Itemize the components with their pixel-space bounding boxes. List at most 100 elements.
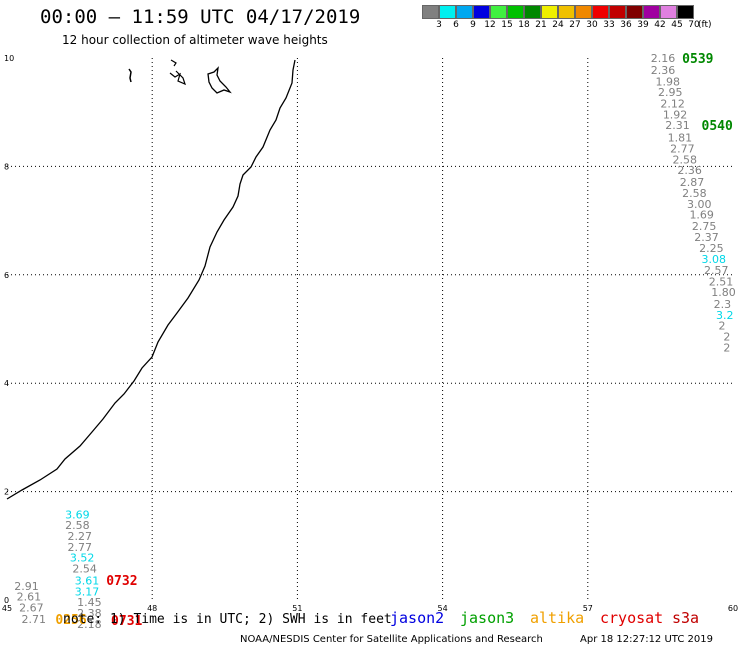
- observations-layer: 2.162.361.982.952.121.922.311.812.772.58…: [14, 52, 735, 631]
- x-tick-label: 45: [2, 604, 12, 613]
- credit-line: NOAA/NESDIS Center for Satellite Applica…: [240, 634, 543, 645]
- wave-height-value: 2.95: [658, 86, 683, 99]
- x-tick-label: 48: [147, 604, 157, 613]
- wave-height-value: 1.69: [689, 209, 714, 222]
- legend-swatches: [422, 5, 694, 19]
- wave-height-value: 2.91: [14, 580, 39, 593]
- y-tick-label: 0: [4, 596, 9, 605]
- wave-height-value: 3.00: [687, 198, 712, 211]
- wave-height-value: 1.98: [656, 75, 681, 88]
- wave-height-value: 2: [718, 320, 725, 333]
- wave-height-value: 2.27: [68, 530, 93, 543]
- legend-label: 36: [620, 20, 632, 30]
- legend-label: 27: [569, 20, 581, 30]
- legend-label: 18: [518, 20, 530, 30]
- legend-label: 3: [436, 20, 442, 30]
- x-tick-label: 51: [292, 604, 302, 613]
- x-tick-label: 60: [728, 604, 738, 613]
- wave-height-value: 3.52: [70, 552, 95, 565]
- legend-label: 30: [586, 20, 598, 30]
- wave-height-value: 2: [723, 341, 730, 354]
- y-tick-label: 8: [4, 162, 9, 171]
- wave-height-value: 3.08: [702, 253, 727, 266]
- wave-height-value: 2.51: [709, 275, 734, 288]
- pass-times-layer: 0539 0540 0732 0256 0731: [55, 52, 733, 629]
- wave-height-value: 2.77: [670, 143, 695, 156]
- legend-swatch: [677, 5, 694, 19]
- legend-swatch: [490, 5, 507, 19]
- pass-time-label: 0540: [702, 119, 733, 134]
- wave-height-value: 3.69: [65, 508, 90, 521]
- legend-swatch: [609, 5, 626, 19]
- wave-height-value: 3.17: [75, 585, 100, 598]
- wave-height-value: 1.81: [668, 132, 693, 145]
- legend-swatch: [643, 5, 660, 19]
- color-legend: 3 6 9 12 15 18 21 24 27 30 33 36 39 42 45 70 (ft): [422, 5, 712, 32]
- legend-label: 21: [535, 20, 547, 30]
- wave-height-value: 2.75: [692, 220, 717, 233]
- legend-label: 33: [603, 20, 615, 30]
- y-tick-label: 6: [4, 271, 9, 280]
- page-subtitle: 12 hour collection of altimeter wave hei…: [62, 33, 328, 47]
- wave-height-value: 2.67: [19, 602, 43, 615]
- footer-note: note: 1) Time is in UTC; 2) SWH is in fe…: [63, 612, 392, 627]
- legend-swatch: [524, 5, 541, 19]
- legend-label: 45: [671, 20, 683, 30]
- legend-label: 15: [501, 20, 513, 30]
- wave-height-value: 2.77: [68, 541, 93, 554]
- legend-swatch: [507, 5, 524, 19]
- legend-label: 24: [552, 20, 564, 30]
- legend-swatch: [422, 5, 439, 19]
- wave-height-value: 2.25: [699, 242, 724, 255]
- wave-height-value: 2.38: [77, 607, 102, 620]
- satellite-altika: altika: [530, 609, 585, 627]
- y-tick-label: 10: [4, 54, 14, 63]
- wave-height-value: 2.12: [660, 98, 685, 111]
- timestamp: Apr 18 12:27:12 UTC 2019: [580, 634, 713, 645]
- wave-height-value: 2.31: [665, 119, 690, 132]
- island-1: [128, 68, 132, 83]
- legend-label: 12: [484, 20, 496, 30]
- wave-height-value: 2.58: [65, 519, 90, 532]
- satellite-s3a: s3a: [672, 609, 700, 627]
- wave-height-value: 2.36: [651, 64, 676, 77]
- island-3: [207, 66, 232, 94]
- legend-labels: 3 6 9 12 15 18 21 24 27 30 33 36 39 42 45 70 (ft): [422, 20, 711, 32]
- pass-time-label: 0539: [682, 52, 713, 67]
- island-2: [169, 59, 186, 86]
- wave-height-value: 1.92: [663, 108, 688, 121]
- legend-label: 39: [637, 20, 649, 30]
- x-tick-label: 54: [438, 604, 448, 613]
- legend-swatch: [626, 5, 643, 19]
- wave-height-value: 2.58: [682, 187, 707, 200]
- wave-height-value: 2.54: [72, 563, 97, 576]
- legend-label: 6: [453, 20, 459, 30]
- wave-height-value: 2.71: [22, 613, 47, 626]
- wave-height-value: 2.57: [704, 264, 729, 277]
- legend-swatch: [439, 5, 456, 19]
- legend-swatch: [575, 5, 592, 19]
- wave-height-value: 1.80: [711, 286, 736, 299]
- y-tick-label: 2: [4, 488, 9, 497]
- wave-height-value: 2.16: [651, 52, 676, 65]
- wave-height-value: 2.61: [17, 591, 42, 604]
- pass-time-label: 0731: [111, 614, 142, 629]
- page-title: 00:00 – 11:59 UTC 04/17/2019: [40, 6, 361, 28]
- legend-swatch: [660, 5, 677, 19]
- satellite-jason3: jason3: [460, 609, 515, 627]
- legend-swatch: [456, 5, 473, 19]
- legend-swatch: [558, 5, 575, 19]
- y-tick-label: 4: [4, 379, 9, 388]
- wave-height-value: 2.58: [673, 153, 698, 166]
- wave-height-value: 2.87: [680, 176, 705, 189]
- legend-unit: (ft): [698, 20, 712, 30]
- legend-label: 70: [688, 20, 700, 30]
- legend-label: 42: [654, 20, 666, 30]
- x-tick-label: 57: [583, 604, 593, 613]
- wave-height-value: 2: [723, 331, 730, 344]
- wave-height-value: 1.45: [77, 596, 102, 609]
- satellite-cryosat: cryosat: [600, 609, 664, 627]
- legend-swatch: [541, 5, 558, 19]
- pass-time-label: 0732: [106, 574, 137, 589]
